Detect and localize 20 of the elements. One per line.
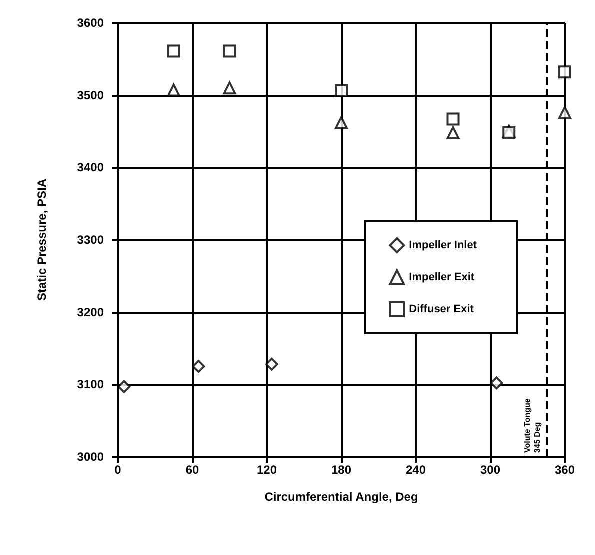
y-tick-label: 3500 xyxy=(77,88,104,102)
x-axis-title: Circumferential Angle, Deg xyxy=(264,490,418,504)
legend-label: Diffuser Exit xyxy=(409,304,474,316)
x-tick-label: 0 xyxy=(114,463,122,477)
x-tick-label: 360 xyxy=(554,463,576,477)
y-tick-label: 3600 xyxy=(77,16,104,30)
x-tick-label: 120 xyxy=(256,463,278,477)
legend-label: Impeller Inlet xyxy=(409,240,478,252)
ref-line-label: Volute Tongue 345 Deg xyxy=(522,398,542,453)
x-tick-label: 300 xyxy=(480,463,501,477)
y-tick-label: 3200 xyxy=(77,305,104,320)
y-axis-title: Static Pressure, PSIA xyxy=(35,178,49,302)
y-tick-label: 3000 xyxy=(77,450,104,464)
legend-label: Impeller Exit xyxy=(409,272,475,284)
x-tick-label: 180 xyxy=(331,463,352,477)
y-tick-label: 3300 xyxy=(77,233,104,247)
y-tick-label: 3400 xyxy=(77,160,104,175)
x-tick-label: 60 xyxy=(186,463,200,477)
x-tick-label: 240 xyxy=(406,463,426,477)
y-tick-label: 3100 xyxy=(77,378,104,392)
